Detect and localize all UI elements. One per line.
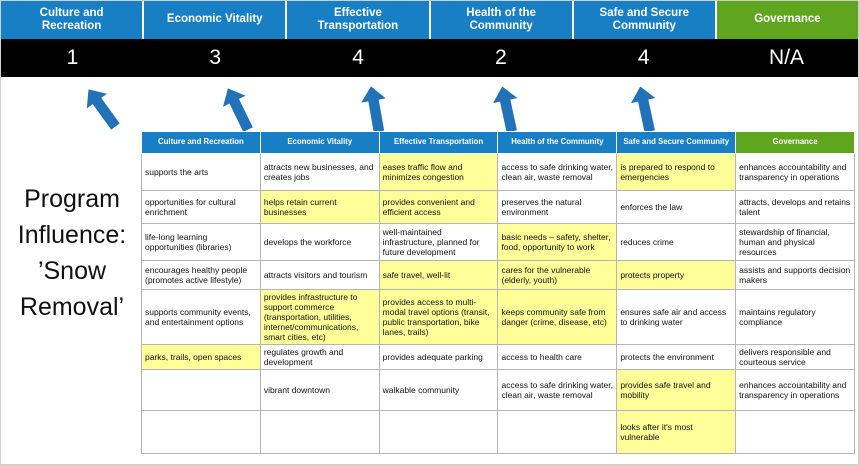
matrix-cell: eases traffic flow and minimizes congest… bbox=[378, 153, 499, 191]
pillar-header-0: Culture and Recreation bbox=[1, 1, 145, 39]
up-arrow-icon bbox=[490, 84, 525, 134]
matrix-cell: parks, trails, open spaces bbox=[141, 344, 261, 371]
matrix-cell: supports community events, and entertain… bbox=[141, 288, 261, 346]
matrix-cell: ensures safe air and access to drinking … bbox=[616, 288, 737, 346]
pillar-header-2: Effective Transportation bbox=[287, 1, 431, 39]
matrix-cell bbox=[735, 410, 855, 455]
matrix-cell: preserves the natural environment bbox=[497, 190, 618, 224]
matrix-cell: life-long learning opportunities (librar… bbox=[141, 223, 261, 261]
matrix-row: parks, trails, open spaces regulates grow… bbox=[141, 344, 855, 371]
scoreboard-headers: Culture and Recreation Economic Vitality E… bbox=[1, 1, 858, 39]
matrix-row: encourages healthy people (promotes acti… bbox=[141, 260, 855, 290]
matrix-cell bbox=[141, 369, 261, 412]
pillar-score-4: 4 bbox=[637, 46, 650, 69]
matrix-cell: opportunities for cultural enrichment bbox=[141, 190, 261, 224]
matrix-cell: access to safe drinking water, clean air… bbox=[497, 153, 618, 191]
matrix-header-row: Culture and Recreation Economic Vitality E… bbox=[141, 131, 855, 154]
matrix-cell: cares for the vulnerable (elderly, youth… bbox=[497, 260, 618, 290]
matrix-cell: protects the environment bbox=[616, 344, 737, 371]
matrix-cell: walkable community bbox=[378, 369, 499, 412]
matrix-cell: provides access to multi-modal travel op… bbox=[378, 288, 499, 346]
pillar-header-3: Health of the Community bbox=[430, 1, 574, 39]
matrix-cell: helps retain current businesses bbox=[259, 190, 380, 224]
matrix-cell: provides adequate parking bbox=[378, 344, 499, 371]
matrix-header: Economic Vitality bbox=[259, 131, 380, 154]
matrix-cell: is prepared to respond to emergencies bbox=[616, 153, 737, 191]
matrix-cell: looks after it's most vulnerable bbox=[616, 410, 737, 455]
matrix-cell bbox=[497, 410, 618, 455]
matrix-cell bbox=[141, 410, 261, 455]
program-title-line: Influence: bbox=[17, 221, 127, 249]
matrix-cell: reduces crime bbox=[616, 223, 737, 261]
program-title-line: ’Snow bbox=[37, 257, 107, 285]
pillar-score-1: 3 bbox=[209, 46, 222, 69]
matrix-cell bbox=[378, 410, 499, 455]
matrix-row: opportunities for cultural enrichment hel… bbox=[141, 190, 855, 224]
matrix-cell: stewardship of financial, human and phys… bbox=[735, 223, 855, 261]
pillar-score-3: 2 bbox=[495, 46, 507, 69]
scoreboard-scores: 1 3 4 2 4 N/A bbox=[1, 39, 858, 77]
pillar-header-4: Safe and Secure Community bbox=[573, 1, 717, 39]
scoreboard: Culture and Recreation Economic Vitality E… bbox=[1, 1, 858, 77]
matrix-cell: attracts, develops and retains talent bbox=[735, 190, 855, 224]
matrix-cell: attracts visitors and tourism bbox=[259, 260, 380, 290]
program-title-line: Removal’ bbox=[19, 293, 125, 321]
matrix-header: Governance bbox=[735, 131, 855, 154]
up-arrow-icon bbox=[628, 84, 663, 134]
matrix-row: looks after it's most vulnerable bbox=[141, 410, 855, 455]
matrix-row: vibrant downtown walkable community access… bbox=[141, 369, 855, 412]
matrix-header: Safe and Secure Community bbox=[616, 131, 737, 154]
matrix-cell: provides convenient and efficient access bbox=[378, 190, 499, 224]
pillar-header-5: Governance bbox=[716, 1, 858, 39]
matrix-cell: supports the arts bbox=[141, 153, 261, 191]
matrix-cell: safe travel, well-lit bbox=[378, 260, 499, 290]
matrix-cell: enhances accountability and transparency… bbox=[735, 369, 855, 412]
matrix-cell: encourages healthy people (promotes acti… bbox=[141, 260, 261, 290]
matrix-cell: provides safe travel and mobility bbox=[616, 369, 737, 412]
matrix-cell: access to health care bbox=[497, 344, 618, 371]
matrix-header: Effective Transportation bbox=[378, 131, 499, 154]
matrix-cell: maintains regulatory compliance bbox=[735, 288, 855, 346]
up-arrow-icon bbox=[216, 83, 260, 136]
matrix-cell: regulates growth and development bbox=[259, 344, 380, 371]
program-influence-title: Program Influence: ’Snow Removal’ bbox=[1, 181, 143, 325]
matrix-row: life-long learning opportunities (librar… bbox=[141, 223, 855, 261]
influence-matrix: Culture and Recreation Economic Vitality E… bbox=[141, 131, 855, 455]
matrix-cell: assists and supports decision makers bbox=[735, 260, 855, 290]
matrix-cell: provides infrastructure to support comme… bbox=[259, 288, 380, 346]
pillar-score-0: 1 bbox=[66, 46, 79, 69]
matrix-row: supports community events, and entertain… bbox=[141, 288, 855, 346]
matrix-cell: basic needs – safety, shelter, food, opp… bbox=[497, 223, 618, 261]
matrix-cell: keeps community safe from danger (crime,… bbox=[497, 288, 618, 346]
matrix-header: Culture and Recreation bbox=[141, 131, 261, 154]
matrix-cell: protects property bbox=[616, 260, 737, 290]
matrix-row: supports the arts attracts new businesses… bbox=[141, 153, 855, 191]
matrix-cell: delivers responsible and courteous servi… bbox=[735, 344, 855, 371]
pillar-score-5: N/A bbox=[769, 46, 805, 69]
matrix-cell: enhances accountability and transparency… bbox=[735, 153, 855, 191]
matrix-cell: access to safe drinking water, clean air… bbox=[497, 369, 618, 412]
matrix-cell: attracts new businesses, and creates job… bbox=[259, 153, 380, 191]
matrix-cell bbox=[259, 410, 380, 455]
up-arrow-icon bbox=[358, 84, 392, 134]
up-arrow-icon bbox=[78, 82, 126, 134]
matrix-cell: develops the workforce bbox=[259, 223, 380, 261]
pillar-score-2: 4 bbox=[352, 46, 364, 69]
matrix-cell: vibrant downtown bbox=[259, 369, 380, 412]
matrix-cell: well-maintained infrastructure, planned … bbox=[378, 223, 499, 261]
program-title-line: Program bbox=[24, 185, 120, 213]
matrix-header: Health of the Community bbox=[497, 131, 618, 154]
pillar-header-1: Economic Vitality bbox=[144, 1, 288, 39]
matrix-cell: enforces the law bbox=[616, 190, 737, 224]
